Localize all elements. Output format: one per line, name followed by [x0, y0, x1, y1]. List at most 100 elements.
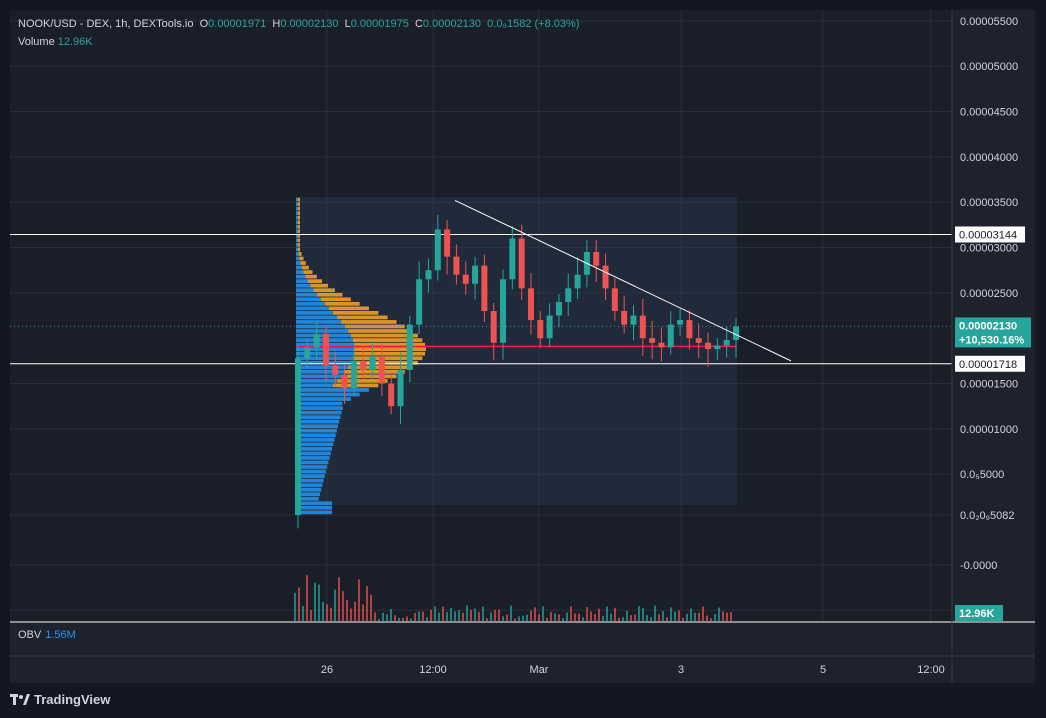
profile-bar-down: [310, 283, 329, 288]
profile-bar-up: [296, 410, 342, 415]
profile-bar-up: [296, 392, 360, 397]
price-label: 0.00001718: [959, 359, 1017, 371]
candle-body: [462, 274, 469, 284]
profile-bar-up: [296, 315, 338, 320]
price-label-box: [955, 355, 1025, 372]
volume-bar: [506, 614, 508, 621]
last-price-change: +10,530.16%: [959, 334, 1024, 346]
volume-bar: [366, 586, 368, 621]
volume-bar: [406, 616, 408, 621]
volume-bar: [306, 575, 308, 621]
volume-bar: [626, 610, 628, 621]
profile-bar-up: [296, 265, 302, 270]
profile-bar-up: [296, 229, 298, 234]
price-label: 0.00003144: [959, 229, 1017, 241]
profile-bar-down: [297, 238, 300, 243]
volume-bar: [350, 608, 352, 621]
time-axis[interactable]: 26 12:00 Mar 3 5 12:00: [321, 664, 945, 676]
volume-bar: [314, 582, 316, 621]
trendline[interactable]: [454, 199, 792, 362]
volume-bar: [510, 605, 512, 621]
profile-bar-down: [352, 356, 423, 361]
tradingview-logo[interactable]: TradingView: [10, 692, 110, 707]
volume-bar: [590, 611, 592, 621]
profile-bar-up: [296, 424, 338, 429]
candle-body: [555, 301, 562, 316]
candle-body: [667, 324, 674, 348]
volume-bar: [650, 617, 652, 621]
volume-bar: [642, 607, 644, 621]
profile-bar-down: [333, 311, 379, 315]
volume-bar: [390, 608, 392, 621]
profile-bar-up: [296, 501, 332, 506]
profile-bar-up: [296, 447, 332, 451]
profile-bar-down: [320, 297, 351, 302]
obv-value: 1.56M: [45, 629, 76, 641]
volume-bar: [486, 618, 488, 621]
volume-bar: [482, 606, 484, 621]
profile-bar-up: [296, 388, 369, 392]
profile-bar-up: [296, 369, 345, 374]
volume-bar: [502, 616, 504, 621]
volume-bar: [526, 614, 528, 621]
y-tick-label: 0.00001500: [960, 379, 1018, 391]
profile-bar-up: [296, 261, 301, 265]
profile-bar-up: [296, 292, 317, 297]
profile-bar-up: [296, 256, 300, 261]
volume-bar: [586, 607, 588, 621]
volume-bar: [326, 604, 328, 621]
profile-bar-up: [296, 220, 298, 225]
volume-bar: [354, 601, 356, 621]
price-axis[interactable]: 0.00005500 0.00005000 0.00004500 0.00004000…: [955, 16, 1031, 621]
grid: [10, 10, 952, 622]
volume-bar: [594, 614, 596, 621]
volume-bar: [726, 612, 728, 621]
profile-bar-up: [296, 283, 311, 288]
volume-bar: [666, 617, 668, 621]
volume-bar: [686, 613, 688, 621]
profile-bar-down: [297, 215, 300, 220]
volume-header: Volume 12.96K: [18, 36, 93, 48]
volume-bar: [718, 607, 720, 621]
candle-body: [695, 338, 702, 343]
close-label: C: [414, 18, 423, 30]
volume-bar: [606, 606, 608, 621]
y-tick-label: 0.0₅5000: [960, 469, 1004, 481]
profile-bar-down: [324, 301, 360, 306]
y-tick-label: 0.00005500: [960, 16, 1018, 28]
volume-bar: [538, 614, 540, 621]
volume-bar: [422, 611, 424, 621]
profile-bar-up: [296, 379, 338, 383]
volume-label: Volume: [18, 36, 55, 48]
volume-bar: [702, 606, 704, 621]
volume-bar: [542, 606, 544, 621]
profile-bar-up: [296, 397, 351, 401]
volume-bar: [438, 612, 440, 621]
candle-body: [434, 229, 441, 271]
volume-bar: [394, 615, 396, 621]
profile-bar-down: [297, 211, 300, 216]
candle-body: [723, 340, 730, 346]
volume-bar: [690, 608, 692, 621]
profile-bar-down: [297, 229, 300, 234]
volume-bar: [494, 609, 496, 621]
volume-value: 12.96K: [57, 36, 93, 48]
close-value: 0.00002130: [422, 18, 482, 30]
profile-bar-down: [354, 347, 426, 352]
candle-body: [369, 356, 376, 370]
candle-body: [621, 311, 628, 325]
profile-bar-up: [296, 211, 298, 216]
volume-bar: [318, 584, 320, 621]
obv-label: OBV: [18, 629, 42, 641]
profile-bar-up: [296, 365, 349, 370]
profile-bar-up: [296, 465, 328, 469]
volume-bar: [678, 610, 680, 621]
candle-body: [416, 279, 423, 325]
volume-bar: [434, 606, 436, 621]
candle-body: [341, 374, 348, 389]
profile-bar-down: [297, 224, 300, 229]
volume-bar: [382, 612, 384, 621]
profile-bar-up: [296, 401, 343, 406]
y-tick-label: 0.00001000: [960, 424, 1018, 436]
